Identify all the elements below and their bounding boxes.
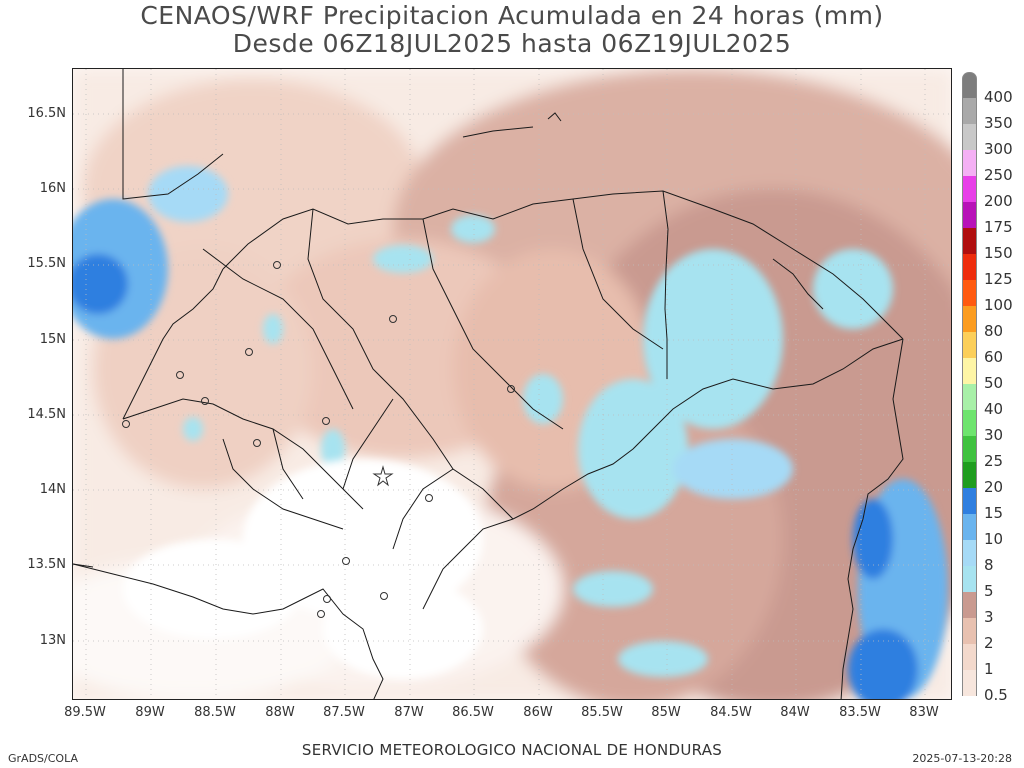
lat-label: 13.5N	[27, 557, 66, 572]
coastlines-borders	[73, 69, 904, 699]
map-canvas	[73, 69, 951, 699]
colorbar-segment	[962, 462, 977, 488]
colorbar-segment	[962, 592, 977, 618]
colorbar-segment	[962, 254, 977, 280]
map-title: CENAOS/WRF Precipitacion Acumulada en 24…	[140, 1, 884, 30]
lon-label: 87W	[394, 705, 424, 720]
lon-label: 89W	[135, 705, 165, 720]
colorbar-label: 2	[984, 634, 994, 652]
lon-label: 86W	[523, 705, 553, 720]
capital-star-icon	[372, 465, 394, 487]
colorbar-label: 200	[984, 192, 1013, 210]
lon-label: 88.5W	[194, 705, 236, 720]
colorbar-label: 350	[984, 114, 1013, 132]
lon-label: 87.5W	[323, 705, 365, 720]
colorbar-segment	[962, 566, 977, 592]
colorbar-label: 30	[984, 426, 1004, 444]
lon-label: 84W	[780, 705, 810, 720]
colorbar-segment	[962, 202, 977, 228]
colorbar-label: 0.5	[984, 686, 1008, 704]
colorbar-segment	[962, 306, 977, 332]
lon-label: 85.5W	[581, 705, 623, 720]
colorbar-label: 125	[984, 270, 1013, 288]
colorbar-segment	[962, 436, 977, 462]
colorbar-segment	[962, 176, 977, 202]
colorbar-segment	[962, 670, 977, 696]
colorbar-label: 60	[984, 348, 1004, 366]
lat-label: 14.5N	[27, 407, 66, 422]
colorbar-segment	[962, 228, 977, 254]
lon-label: 89.5W	[64, 705, 106, 720]
colorbar-label: 10	[984, 530, 1004, 548]
colorbar-label: 8	[984, 556, 994, 574]
lon-label: 88W	[265, 705, 295, 720]
lon-label: 83W	[909, 705, 939, 720]
colorbar-segment	[962, 280, 977, 306]
graticule	[73, 69, 951, 699]
lat-label: 14N	[39, 482, 66, 497]
lat-label: 16.5N	[27, 106, 66, 121]
city-markers	[122, 261, 515, 618]
colorbar-label: 175	[984, 218, 1013, 236]
lon-label: 83.5W	[839, 705, 881, 720]
lat-label: 15N	[39, 332, 66, 347]
colorbar-label: 5	[984, 582, 994, 600]
lon-label: 86.5W	[452, 705, 494, 720]
colorbar-label: 250	[984, 166, 1013, 184]
colorbar-label: 100	[984, 296, 1013, 314]
colorbar-segment	[962, 384, 977, 410]
lon-label: 84.5W	[710, 705, 752, 720]
colorbar-segment	[962, 150, 977, 176]
footer-agency: SERVICIO METEOROLOGICO NACIONAL DE HONDU…	[301, 741, 723, 759]
footer-credit: GrADS/COLA	[8, 752, 78, 765]
footer-timestamp: 2025-07-13-20:28	[912, 752, 1012, 765]
colorbar-label: 3	[984, 608, 994, 626]
colorbar-label: 20	[984, 478, 1004, 496]
colorbar-label: 50	[984, 374, 1004, 392]
colorbar-label: 150	[984, 244, 1013, 262]
colorbar-label: 15	[984, 504, 1004, 522]
colorbar-segment	[962, 410, 977, 436]
colorbar-label: 300	[984, 140, 1013, 158]
colorbar-label: 25	[984, 452, 1004, 470]
colorbar-label: 40	[984, 400, 1004, 418]
colorbar-label: 400	[984, 88, 1013, 106]
map-subtitle: Desde 06Z18JUL2025 hasta 06Z19JUL2025	[232, 29, 792, 58]
lon-label: 85W	[651, 705, 681, 720]
colorbar-segment	[962, 618, 977, 644]
colorbar-segment	[962, 72, 977, 98]
colorbar-label: 80	[984, 322, 1004, 340]
precip-field-wet	[73, 166, 948, 699]
colorbar-segment	[962, 540, 977, 566]
colorbar-legend: 0.5 1 2 3 5 8 10 15 20 25 30 40 50 60 80 100 125 150 175 20…	[962, 72, 1020, 704]
colorbar-segment	[962, 332, 977, 358]
lat-label: 16N	[39, 181, 66, 196]
lat-label: 13N	[39, 633, 66, 648]
precipitation-map	[72, 68, 952, 700]
colorbar-segment	[962, 488, 977, 514]
colorbar-segment	[962, 98, 977, 124]
colorbar-segment	[962, 358, 977, 384]
colorbar-label: 1	[984, 660, 994, 678]
colorbar-segment	[962, 124, 977, 150]
colorbar-segment	[962, 514, 977, 540]
lat-label: 15.5N	[27, 256, 66, 271]
colorbar-segment	[962, 644, 977, 670]
